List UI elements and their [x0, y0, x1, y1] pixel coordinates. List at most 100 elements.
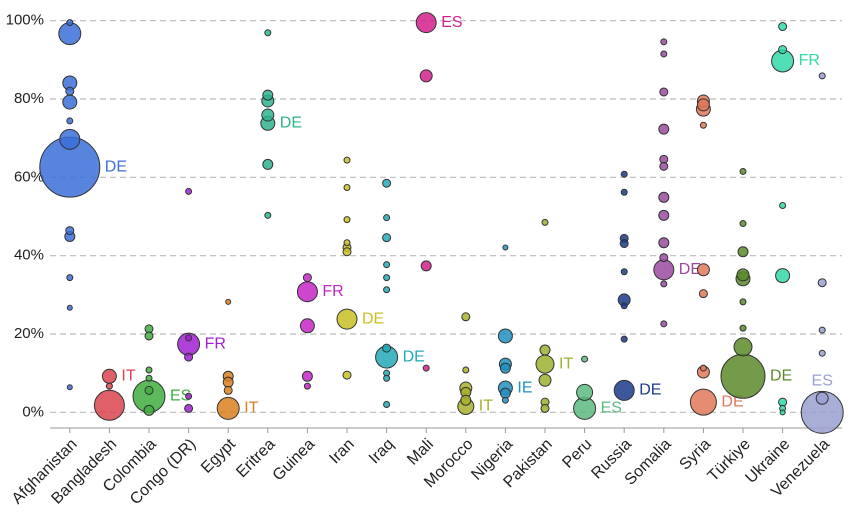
bubble-label: DE [639, 382, 661, 399]
bubble [303, 382, 311, 390]
bubble [497, 328, 513, 344]
bubble [815, 391, 829, 405]
bubble [658, 209, 670, 221]
x-tick-label: Egypt [198, 435, 239, 476]
bubble [659, 161, 669, 171]
bubble [66, 274, 74, 282]
bubble [739, 298, 747, 306]
bubble [383, 374, 391, 382]
bubble-label: IE [517, 379, 532, 396]
y-tick-label: 20% [14, 325, 44, 342]
bubble [296, 281, 318, 303]
bubble [422, 364, 430, 372]
bubble [462, 366, 470, 374]
bubble [144, 331, 154, 341]
bubble [535, 354, 555, 374]
bubble [778, 22, 788, 32]
bubble [539, 344, 551, 356]
bubble [739, 220, 747, 228]
bubble [461, 312, 471, 322]
x-tick-label: Iran [326, 436, 358, 468]
bubble [696, 98, 710, 112]
bubble [818, 72, 826, 80]
bubble [620, 188, 628, 196]
bubble [222, 376, 234, 388]
bubble [779, 409, 786, 416]
bubble-label: DE [770, 368, 792, 385]
bubble [342, 370, 352, 380]
bubble [185, 334, 193, 342]
bubble-label: DE [679, 261, 701, 278]
bubble-label: IT [479, 398, 493, 415]
bubble [62, 94, 78, 110]
bubble [699, 121, 707, 129]
bubble [818, 326, 826, 334]
bubble [817, 278, 827, 288]
bubble [185, 392, 193, 400]
bubble [223, 385, 233, 395]
bubble [101, 368, 117, 384]
bubble [660, 50, 668, 58]
y-tick-label: 40% [14, 247, 44, 264]
bubble [800, 390, 844, 434]
bubble [775, 268, 791, 284]
bubble [383, 261, 391, 269]
bubble-label: FR [799, 52, 820, 69]
bubble [660, 280, 668, 288]
bubble [299, 318, 315, 334]
bubble [620, 335, 628, 343]
x-tick-label: Peru [559, 436, 595, 472]
y-tick-label: 80% [14, 90, 44, 107]
bubble [144, 385, 154, 395]
bubble [225, 298, 232, 305]
bubble [499, 387, 511, 399]
bubble [65, 226, 75, 236]
bubble [658, 237, 670, 249]
bubble [659, 253, 669, 263]
bubble [499, 362, 511, 374]
bubble [65, 86, 75, 96]
bubble [216, 396, 240, 420]
bubble [460, 394, 472, 406]
bubble [383, 214, 391, 222]
bubble [778, 45, 788, 55]
bubble-label: ES [170, 387, 191, 404]
bubble [383, 401, 391, 408]
bubble-label: FR [205, 335, 226, 352]
bubble [619, 239, 629, 249]
bubble-label: IT [244, 400, 258, 417]
bubble [736, 268, 750, 282]
bubble [737, 246, 749, 258]
bubble [382, 233, 392, 243]
bubble-label: ES [601, 400, 622, 417]
bubble-label: DE [105, 158, 127, 175]
bubble [66, 19, 74, 27]
bubble [143, 404, 155, 416]
bubble-label: ES [812, 373, 833, 390]
bubble [653, 259, 675, 281]
x-tick-label: Guinea [270, 436, 319, 485]
x-tick-label: Mali [404, 436, 437, 469]
y-tick-label: 100% [6, 12, 44, 29]
bubble [343, 184, 351, 192]
bubble [658, 123, 670, 135]
bubble [689, 388, 717, 416]
bubble [185, 187, 193, 195]
bubble [540, 403, 550, 413]
bubble [502, 244, 509, 251]
bubble-label: DE [403, 348, 425, 365]
bubble [415, 12, 437, 34]
bubble [660, 38, 668, 46]
bubble [343, 239, 351, 247]
bubble [262, 158, 274, 170]
bubble [301, 370, 313, 382]
bubble [419, 69, 433, 83]
bubble [336, 308, 358, 330]
bubble [184, 403, 194, 413]
bubble [302, 273, 312, 283]
bubble [382, 343, 392, 353]
bubble [383, 286, 391, 294]
bubble [66, 304, 73, 311]
bubble [659, 87, 669, 97]
